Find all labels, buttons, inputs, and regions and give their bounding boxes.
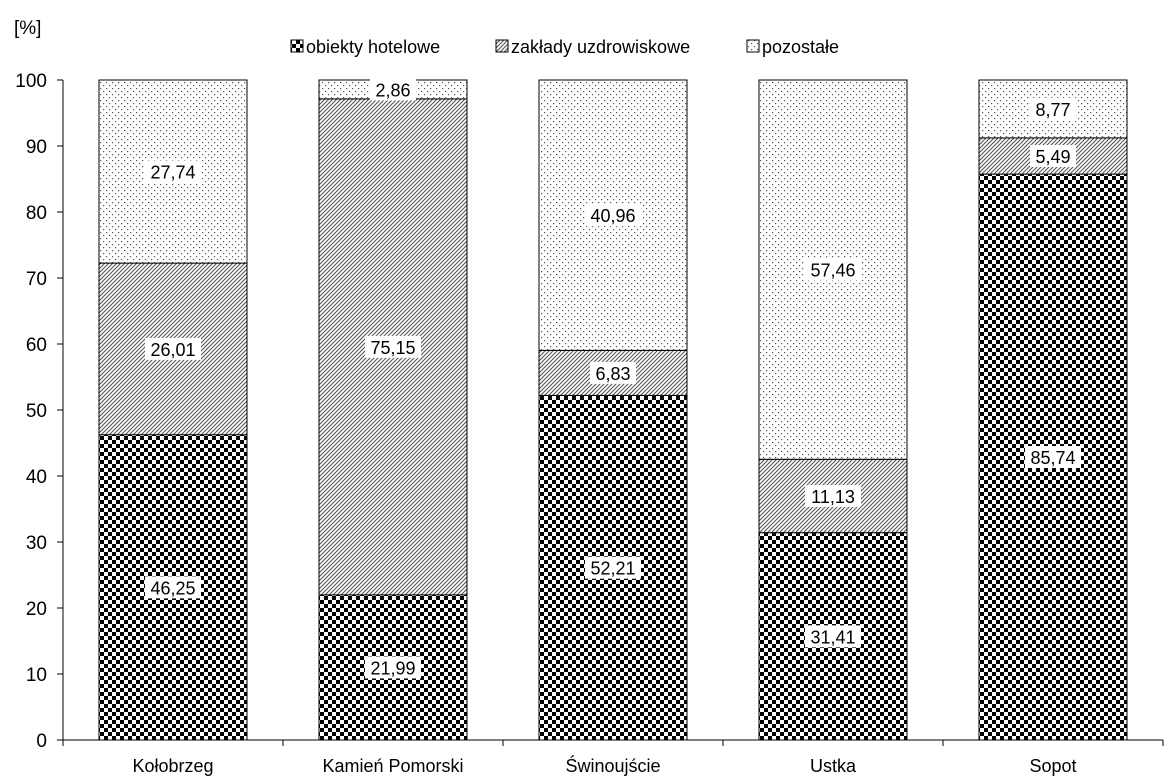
data-label: 2,86 bbox=[375, 80, 410, 100]
data-label-background bbox=[370, 78, 416, 101]
legend: obiekty hotelowe zakłady uzdrowiskowe po… bbox=[290, 37, 839, 57]
bar-stack: 31,41 11,13 57,46 bbox=[758, 79, 908, 741]
x-tick-label: Kołobrzeg bbox=[132, 756, 213, 776]
data-label: 11,13 bbox=[811, 487, 855, 507]
data-label: 52,21 bbox=[590, 559, 635, 579]
data-label-background bbox=[365, 656, 421, 679]
bar-stack: 46,25 26,01 27,74 bbox=[98, 79, 248, 741]
x-tick-label: Kamień Pomorski bbox=[322, 756, 463, 776]
y-tick-label: 0 bbox=[36, 731, 47, 752]
data-label-background bbox=[805, 625, 861, 648]
x-tick-label: Świnoujście bbox=[565, 755, 660, 776]
data-label: 5,49 bbox=[1035, 147, 1070, 167]
bar-stack: 21,99 75,15 2,86 bbox=[318, 78, 468, 741]
y-tick-label: 70 bbox=[26, 269, 47, 290]
data-label: 26,01 bbox=[150, 340, 195, 360]
y-tick-label: 80 bbox=[26, 203, 47, 224]
data-label-background bbox=[585, 556, 641, 579]
data-label-background bbox=[805, 258, 861, 281]
x-axis: Kołobrzeg Kamień Pomorski Świnoujście Ustka… bbox=[62, 739, 1164, 776]
data-label: 27,74 bbox=[150, 163, 195, 183]
y-tick-label: 50 bbox=[26, 401, 47, 422]
y-tick-label: 10 bbox=[26, 665, 47, 686]
data-label: 31,41 bbox=[810, 627, 855, 647]
bar-stack: 85,74 5,49 8,77 bbox=[978, 79, 1128, 741]
legend-swatch-pozostale bbox=[746, 39, 760, 53]
y-tick-label: 20 bbox=[26, 599, 47, 620]
data-label-background bbox=[145, 337, 201, 360]
data-label-background bbox=[805, 484, 861, 507]
y-tick-label: 90 bbox=[26, 137, 47, 158]
data-label-background bbox=[1030, 144, 1076, 167]
x-tick-label: Ustka bbox=[810, 756, 857, 776]
data-label-background bbox=[1025, 446, 1081, 469]
legend-item-zaklady-uzdrowiskowe: zakłady uzdrowiskowe bbox=[495, 37, 690, 57]
bars: 46,25 26,01 27,74 21,99 75,15 2,86 52,21 6,83 40… bbox=[98, 78, 1128, 741]
data-label: 8,77 bbox=[1035, 100, 1070, 120]
legend-item-obiekty-hotelowe: obiekty hotelowe bbox=[290, 37, 440, 57]
x-tick-label: Sopot bbox=[1029, 756, 1076, 776]
data-label: 40,96 bbox=[590, 206, 635, 226]
legend-swatch-obiekty-hotelowe bbox=[290, 39, 304, 53]
data-label: 46,25 bbox=[150, 578, 195, 598]
data-label-background bbox=[590, 361, 636, 384]
bar-stack: 52,21 6,83 40,96 bbox=[538, 79, 688, 741]
legend-label-pozostale: pozostałe bbox=[762, 37, 839, 57]
legend-label-zaklady-uzdrowiskowe: zakłady uzdrowiskowe bbox=[511, 37, 690, 57]
y-axis: 0 10 20 30 40 50 60 70 80 90 100 bbox=[15, 71, 64, 752]
data-label-background bbox=[145, 160, 201, 183]
data-label: 75,15 bbox=[370, 338, 415, 358]
data-label-background bbox=[1030, 97, 1076, 120]
data-label: 6,83 bbox=[595, 364, 630, 384]
legend-label-obiekty-hotelowe: obiekty hotelowe bbox=[306, 37, 440, 57]
data-label: 57,46 bbox=[810, 261, 855, 281]
legend-swatch-zaklady-uzdrowiskowe bbox=[495, 39, 509, 53]
data-label: 21,99 bbox=[370, 658, 415, 678]
data-label-background bbox=[145, 576, 201, 599]
data-label-background bbox=[365, 335, 421, 358]
y-tick-label: 40 bbox=[26, 467, 47, 488]
data-label-background bbox=[585, 204, 641, 227]
y-tick-label: 30 bbox=[26, 533, 47, 554]
y-tick-label: 60 bbox=[26, 335, 47, 356]
y-unit-label: [%] bbox=[14, 18, 41, 39]
data-label: 85,74 bbox=[1030, 448, 1075, 468]
legend-item-pozostale: pozostałe bbox=[746, 37, 839, 57]
y-tick-label: 100 bbox=[15, 71, 47, 92]
